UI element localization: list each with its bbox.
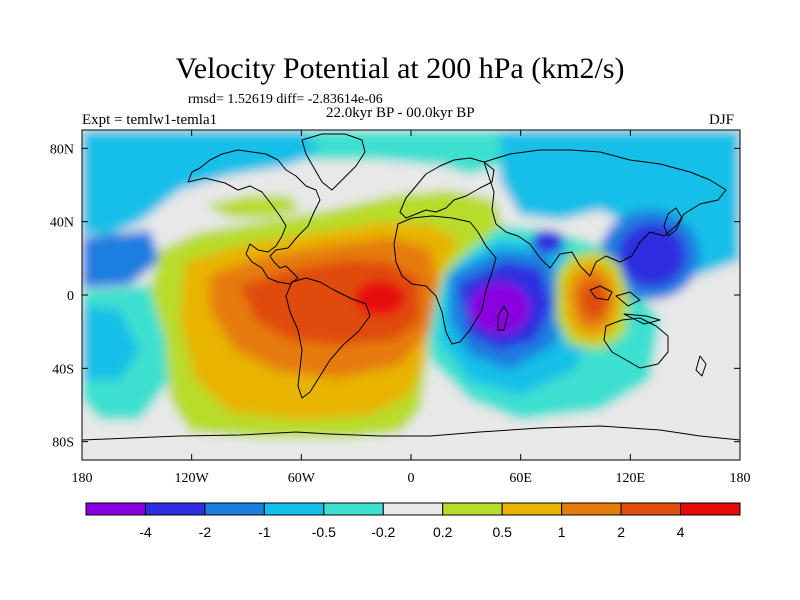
- y-tick-label: 80N: [50, 142, 74, 157]
- colorbar-swatch: [85, 502, 146, 516]
- colorbar-labels: -4 -2 -1 -0.5 -0.2 0.2 0.5 1 2 4: [139, 524, 684, 540]
- colorbar-swatch: [442, 502, 503, 516]
- axis-ticks: [81, 130, 741, 460]
- colorbar-level-label: -0.5: [312, 524, 336, 540]
- colorbar-swatch: [144, 502, 206, 516]
- new-zealand-coast: [695, 355, 707, 377]
- chart-title: Velocity Potential at 200 hPa (km2/s): [175, 52, 625, 85]
- colorbar-swatch: [561, 502, 622, 516]
- experiment-label: Expt = temlw1-temla1: [82, 112, 218, 128]
- north-pacific-blue: [82, 230, 160, 288]
- arabian-sea-blue: [532, 230, 564, 254]
- coastlines: [82, 133, 740, 441]
- north-america-coast: [187, 149, 321, 285]
- y-tick-label: 80S: [52, 436, 74, 451]
- colorbar-swatch: [263, 502, 325, 516]
- season-label: DJF: [709, 112, 735, 128]
- colorbar-swatch: [620, 502, 682, 516]
- rmsd-diff-label: rmsd= 1.52619 diff= -2.83614e-06: [188, 92, 383, 107]
- colorbar: [85, 502, 741, 516]
- colorbar-level-label: 1: [558, 524, 566, 540]
- y-tick-label: 40S: [52, 362, 74, 377]
- south-pacific-lightblue: [82, 305, 140, 380]
- colorbar-swatch: [204, 502, 265, 516]
- colorbar-swatch: [382, 502, 444, 516]
- contour-field: [82, 130, 740, 460]
- asia-coast: [483, 149, 727, 277]
- x-tick-label: 180: [730, 471, 751, 486]
- colorbar-level-label: 0.2: [433, 524, 453, 540]
- x-tick-label: 60W: [288, 471, 316, 486]
- y-tick-label: 0: [67, 289, 74, 304]
- colorbar-level-label: -4: [139, 524, 152, 540]
- europe-coast: [399, 157, 495, 219]
- colorbar-level-label: 4: [677, 524, 685, 540]
- greenland-coast: [301, 133, 366, 191]
- south-america-coast: [285, 277, 371, 399]
- colorbar-swatch: [323, 502, 384, 516]
- atlantic-red-core: [354, 280, 406, 316]
- indian-ocean-purple-core: [470, 282, 530, 334]
- africa-coast: [393, 215, 497, 345]
- colorbar-swatch: [501, 502, 563, 516]
- x-tick-label: 180: [72, 471, 93, 486]
- x-tick-label: 120W: [175, 471, 210, 486]
- madagascar-coast: [497, 305, 509, 331]
- colorbar-level-label: -1: [258, 524, 271, 540]
- indonesia-coast: [589, 285, 661, 325]
- contour-fill-layers: [82, 130, 740, 460]
- axis-labels: 180 120W 60W 0 60E 120E 180 80N 40N 0 40S 80S: [50, 142, 751, 486]
- x-tick-label: 120E: [616, 471, 646, 486]
- x-tick-label: 0: [408, 471, 415, 486]
- colorbar-level-label: 2: [617, 524, 625, 540]
- japan-coast: [663, 207, 683, 237]
- west-pacific-darkblue-core: [618, 223, 686, 287]
- north-pacific-lightblue: [82, 130, 320, 235]
- colorbar-level-label: -0.2: [371, 524, 395, 540]
- atlantic-green-hook: [205, 195, 300, 218]
- colorbar-swatch: [680, 502, 741, 516]
- colorbar-level-label: 0.5: [492, 524, 512, 540]
- maritime-continent-darkorange-core: [580, 282, 608, 318]
- x-tick-label: 60E: [509, 471, 532, 486]
- y-tick-label: 40N: [50, 216, 74, 231]
- period-label: 22.0kyr BP - 00.0kyr BP: [326, 105, 475, 121]
- australia-coast: [603, 317, 669, 369]
- antarctica-coast: [82, 425, 740, 441]
- colorbar-level-label: -2: [199, 524, 212, 540]
